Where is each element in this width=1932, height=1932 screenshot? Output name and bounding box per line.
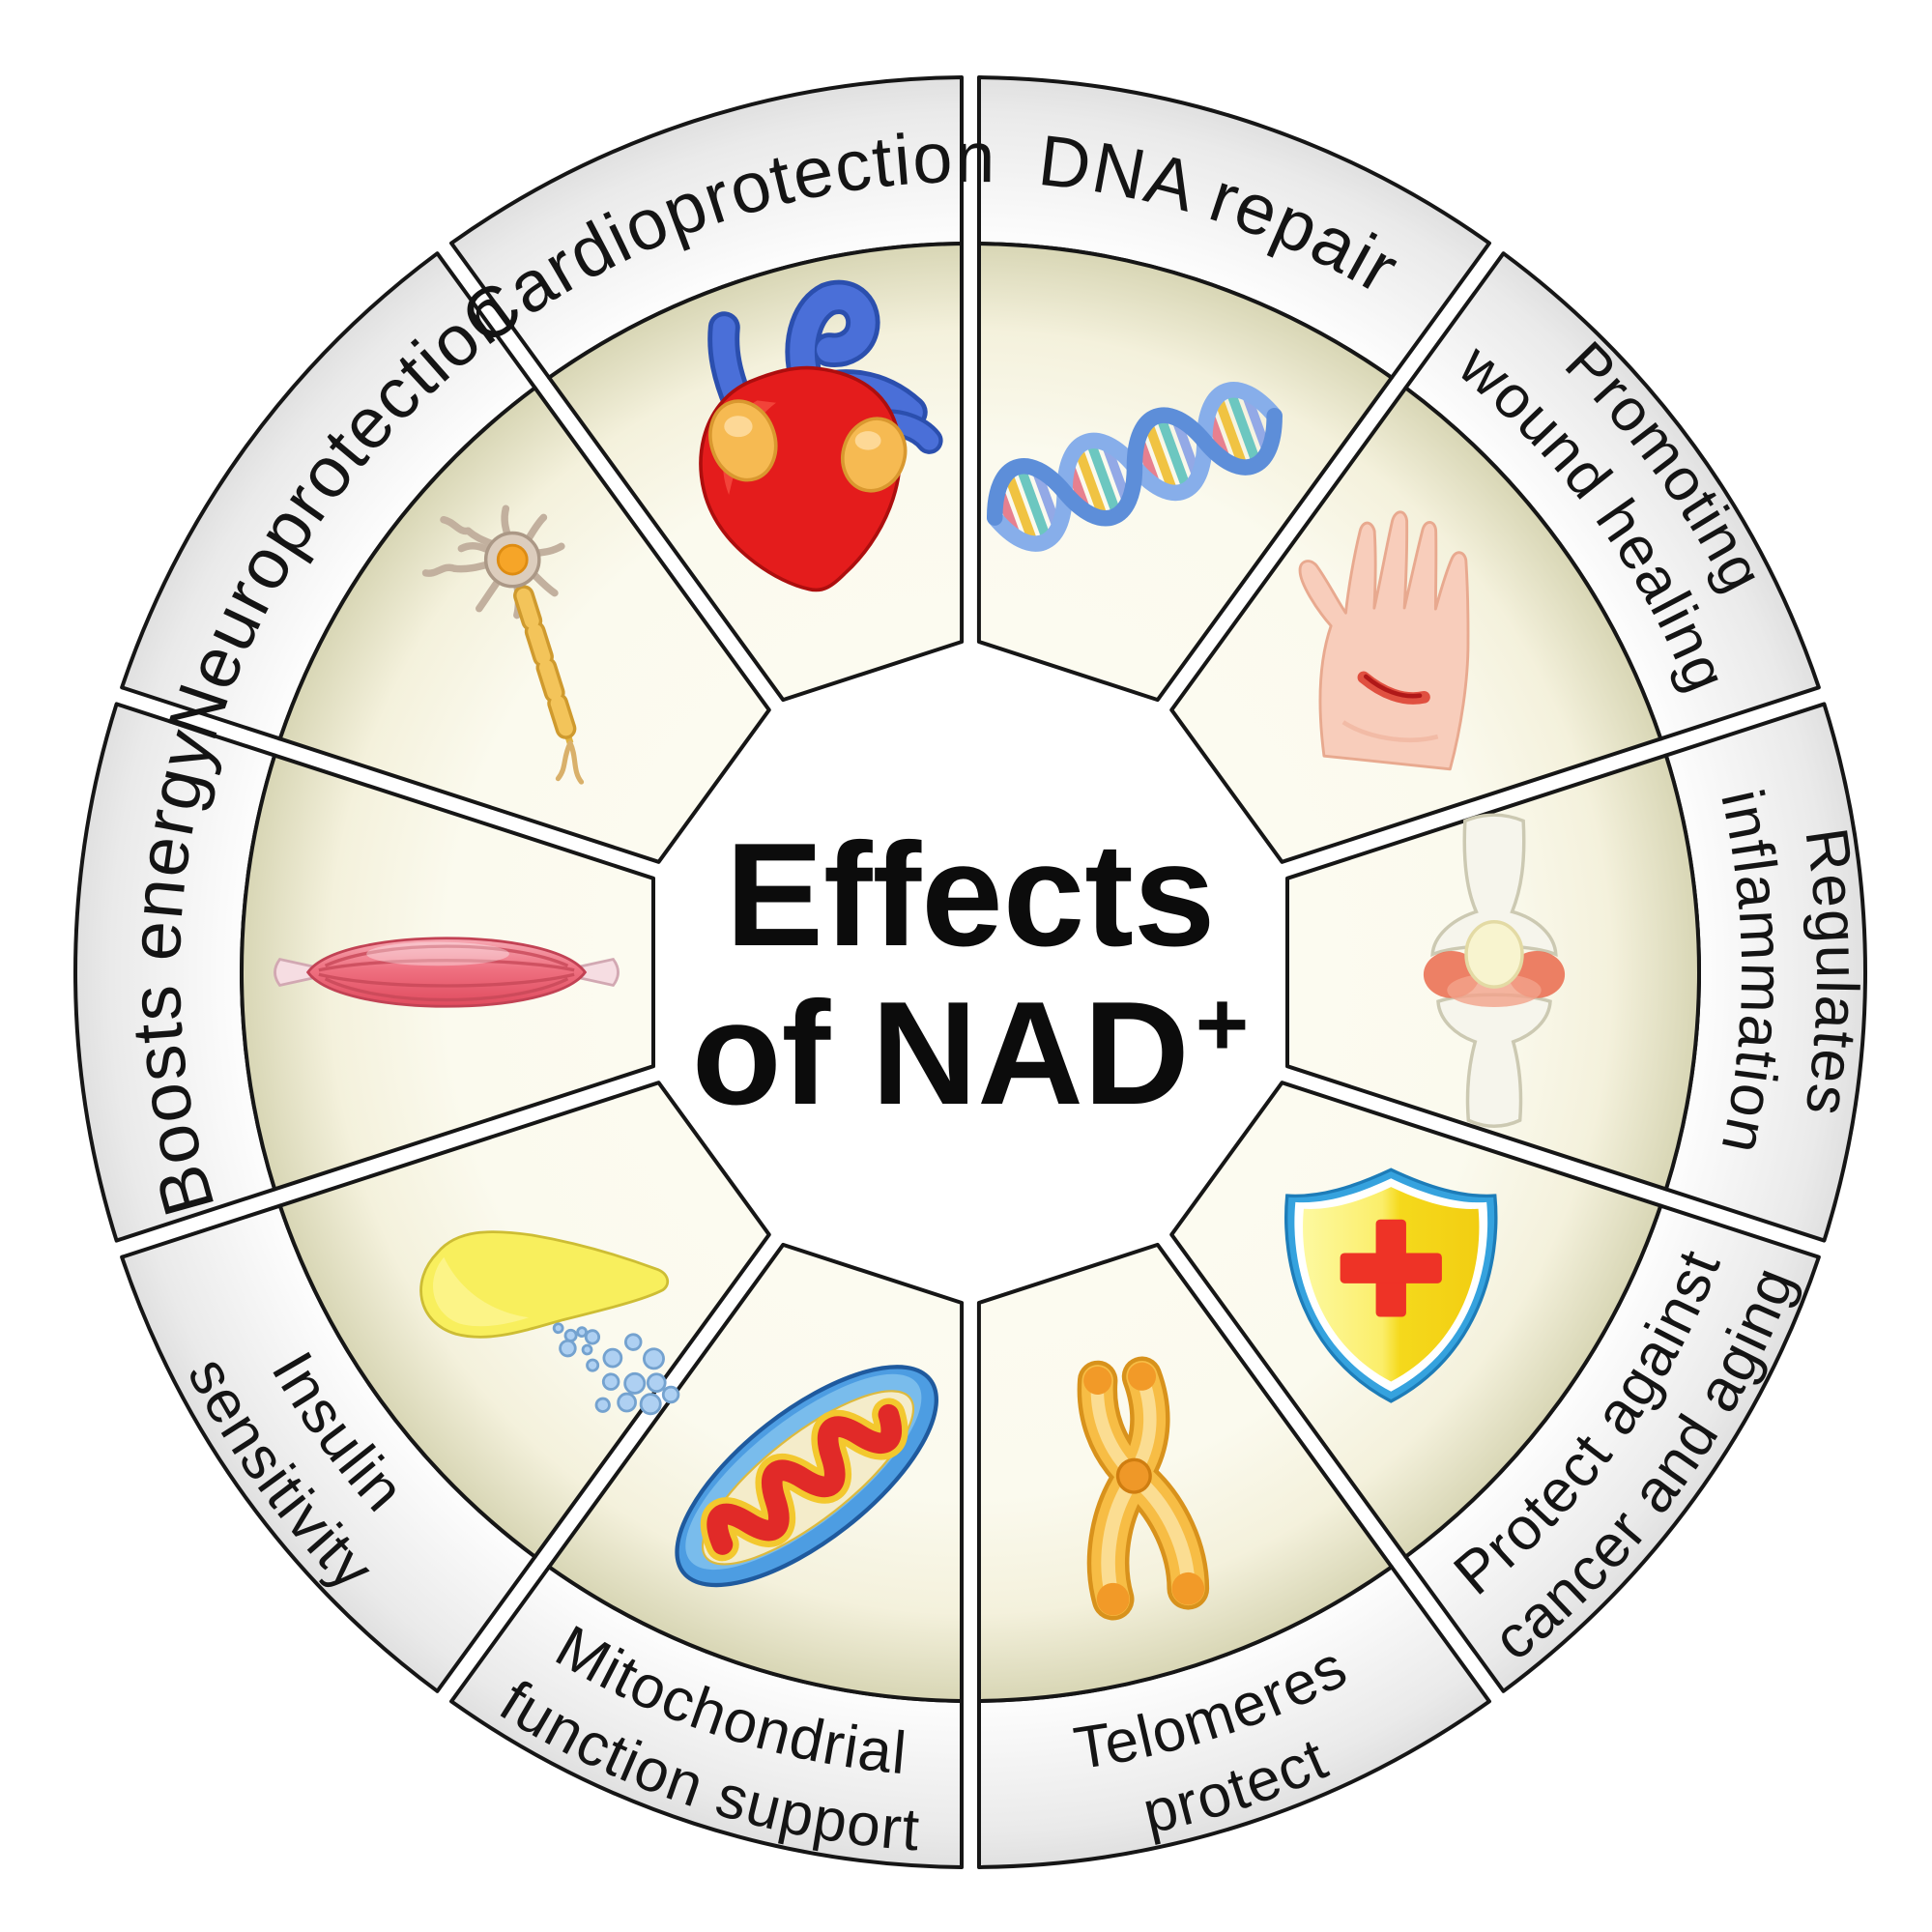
dna-helix-icon xyxy=(986,382,1283,552)
center-title-line1: Effects xyxy=(726,813,1216,977)
center-title-line2: of NAD+ xyxy=(692,971,1250,1136)
segment-label-regulates-inflammation-line1: Regulates xyxy=(1792,824,1870,1121)
knee-joint-icon xyxy=(1423,813,1566,1128)
segment-telomeres-protect xyxy=(976,1242,1491,1869)
superscript-plus: + xyxy=(1196,973,1249,1076)
neuron-icon xyxy=(421,505,585,785)
heart-icon xyxy=(699,279,943,592)
mitochondria-icon xyxy=(675,1365,938,1588)
segment-sector xyxy=(976,1242,1394,1703)
segment-regulates-inflammation xyxy=(1285,702,1867,1243)
chromosome-icon xyxy=(1077,1356,1210,1621)
muscle-icon xyxy=(274,937,620,1008)
wounded-hand-icon xyxy=(1298,510,1470,771)
pancreas-insulin-icon xyxy=(419,1230,680,1416)
medical-shield-icon xyxy=(1284,1168,1498,1403)
